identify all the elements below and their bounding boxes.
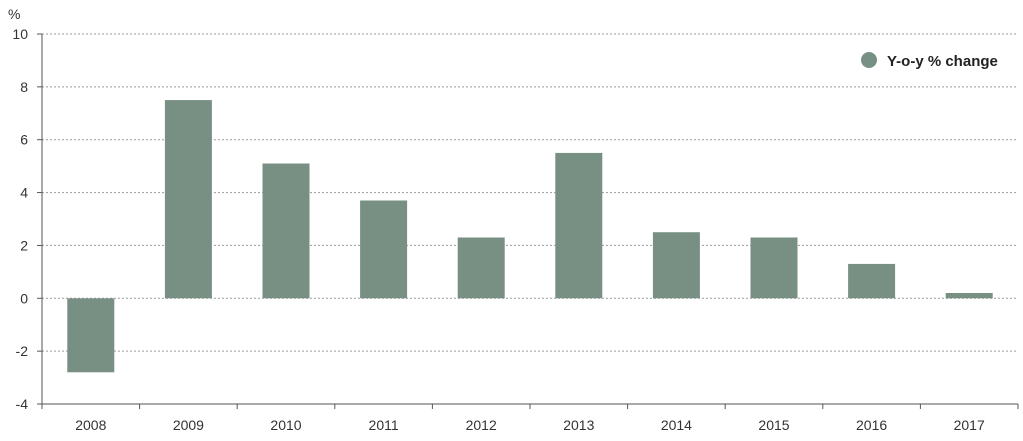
- x-tick-label: 2008: [75, 417, 106, 433]
- bar-2013: [555, 152, 603, 299]
- bar-2017: [945, 293, 993, 299]
- y-axis-ticks: -4 -2 0 2 4 6 8 10: [12, 26, 42, 412]
- y-tick-label: 4: [20, 185, 28, 201]
- y-axis-unit-label: %: [8, 6, 20, 22]
- bar-2011: [360, 200, 408, 299]
- x-tick-label: 2015: [758, 417, 789, 433]
- x-tick-label: 2011: [369, 417, 399, 433]
- y-tick-label: -4: [16, 396, 29, 412]
- y-tick-label: -2: [16, 343, 29, 359]
- legend-label: Y-o-y % change: [887, 53, 998, 70]
- x-tick-label: 2017: [954, 417, 985, 433]
- y-tick-label: 8: [20, 79, 28, 95]
- bar-2008: [67, 298, 115, 373]
- y-tick-label: 6: [20, 132, 28, 148]
- bar-2016: [848, 263, 896, 299]
- y-tick-label: 10: [12, 26, 28, 42]
- bar-2009: [164, 100, 212, 299]
- bar-2015: [750, 237, 798, 299]
- x-axis-ticks: 2008 2009 2010 2011 2012 2013 2014 2015 2016 2017: [41, 404, 1019, 433]
- bar-2014: [652, 232, 700, 299]
- x-tick-label: 2009: [173, 417, 204, 433]
- x-tick-label: 2013: [563, 417, 594, 433]
- y-tick-label: 0: [20, 290, 28, 306]
- bars: [67, 100, 993, 373]
- x-tick-label: 2012: [466, 417, 497, 433]
- legend-swatch: [861, 52, 877, 68]
- bar-2010: [262, 163, 310, 299]
- x-tick-label: 2016: [856, 417, 887, 433]
- bar-2012: [457, 237, 505, 299]
- x-tick-label: 2014: [661, 417, 692, 433]
- y-tick-label: 2: [20, 237, 28, 253]
- x-tick-label: 2010: [270, 417, 301, 433]
- legend: Y-o-y % change: [861, 52, 998, 70]
